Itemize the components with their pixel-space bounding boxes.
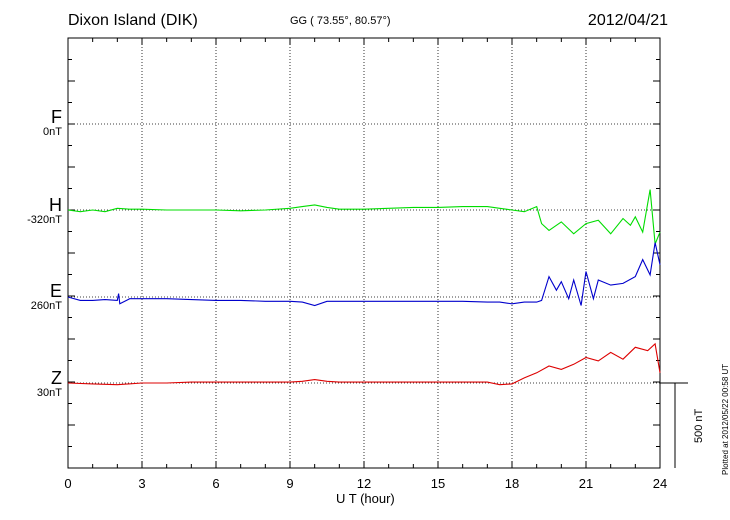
channel-name-z: Z	[51, 368, 62, 388]
channel-name-f: F	[51, 107, 62, 127]
channel-scale-e: 260nT	[30, 300, 62, 312]
x-tick-label: 0	[64, 476, 71, 491]
trace-h	[67, 189, 661, 245]
scale-bar	[660, 382, 688, 468]
trace-e	[67, 242, 661, 307]
channel-scale-h: -320nT	[27, 214, 62, 226]
channel-label-z: Z 30nT	[37, 369, 62, 400]
channel-name-h: H	[49, 195, 62, 215]
plot-frame	[67, 37, 661, 469]
x-axis-label: U T (hour)	[336, 491, 395, 506]
channel-scale-z: 30nT	[36, 387, 62, 399]
trace-z	[67, 342, 661, 386]
channel-name-e: E	[49, 281, 62, 301]
x-tick-label: 12	[357, 476, 371, 491]
x-tick-label: 3	[138, 476, 145, 491]
x-tick-label: 21	[579, 476, 593, 491]
plot-date: 2012/04/21	[587, 12, 668, 29]
scale-bar-label: 500 nT	[693, 408, 705, 443]
channel-label-e: E 260nT	[31, 282, 62, 313]
x-tick-label: 6	[212, 476, 219, 491]
channel-label-h: H -320nT	[27, 196, 62, 227]
plotted-timestamp: Plotted at 2012/05/22 00:58 UT	[721, 363, 730, 475]
grid-lines	[68, 38, 660, 468]
channel-label-f: F 0nT	[43, 108, 62, 139]
axis-ticks: 0 3 6 9 12 15 18 21 24	[64, 37, 667, 491]
x-tick-label: 24	[653, 476, 667, 491]
trace-group	[67, 189, 661, 386]
x-tick-label: 18	[505, 476, 519, 491]
channel-scale-f: 0nT	[43, 126, 62, 138]
station-coordinates: GG ( 73.55°, 80.57°)	[290, 15, 391, 27]
x-tick-label: 15	[431, 476, 445, 491]
station-title: Dixon Island (DIK)	[68, 12, 198, 29]
x-tick-label: 9	[286, 476, 293, 491]
